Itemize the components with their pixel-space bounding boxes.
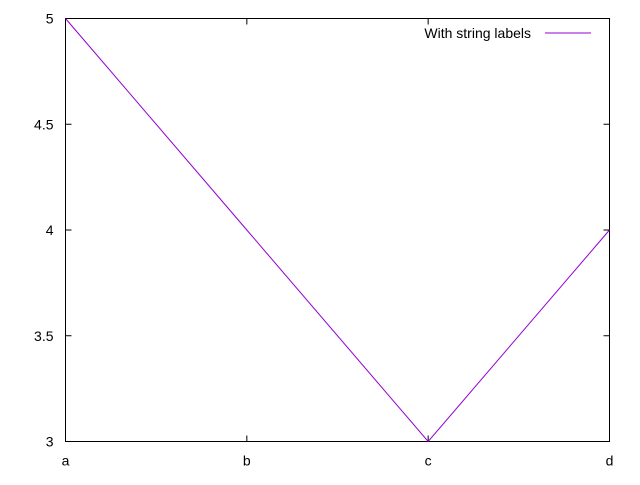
x-tick-label: a [62, 453, 70, 469]
legend-label: With string labels [424, 25, 531, 41]
x-tick-label: d [606, 453, 614, 469]
y-axis-tick-labels: 3 3.5 4 4.5 5 [34, 11, 54, 450]
y-tick-label: 3.5 [34, 328, 54, 344]
y-tick-label: 3 [46, 434, 54, 450]
y-tick-label: 4.5 [34, 116, 54, 132]
x-axis-tick-labels: a b c d [62, 453, 614, 469]
y-tick-label: 5 [46, 11, 54, 27]
x-tick-label: b [243, 453, 251, 469]
series-layer [65, 18, 610, 443]
series-line [65, 18, 610, 443]
plot-border [65, 18, 610, 442]
tick-marks [65, 18, 610, 442]
x-tick-label: c [425, 453, 432, 469]
legend: With string labels [424, 25, 591, 41]
y-tick-label: 4 [46, 222, 54, 238]
